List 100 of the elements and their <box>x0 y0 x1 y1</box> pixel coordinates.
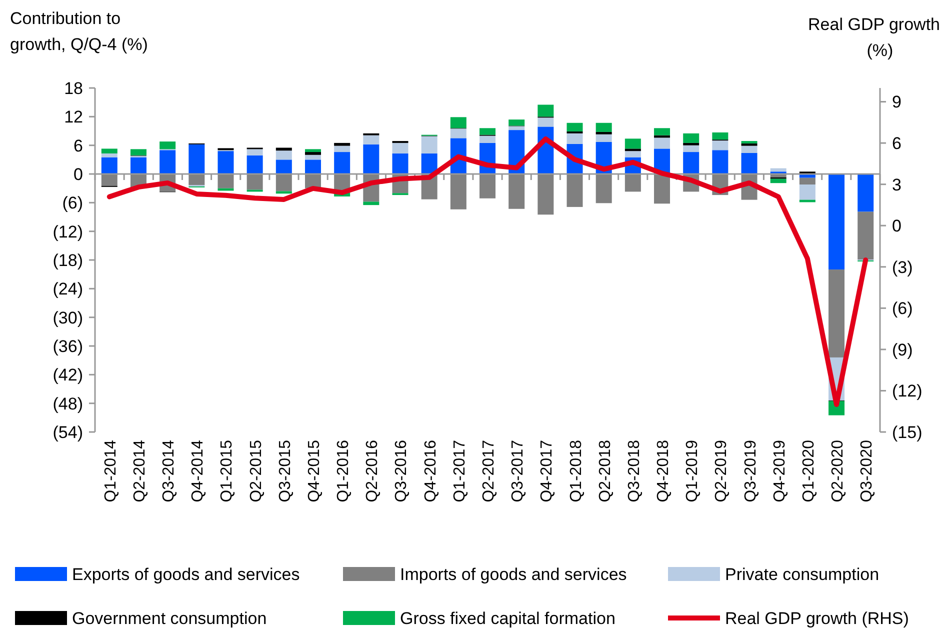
bar <box>101 148 118 154</box>
bar <box>741 152 758 174</box>
x-tick-label: Q4-2017 <box>538 440 556 502</box>
bar <box>246 155 263 174</box>
x-tick-label: Q2-2015 <box>248 440 265 502</box>
x-tick-label: Q3-2017 <box>510 440 527 502</box>
bar <box>566 122 583 132</box>
bar <box>596 174 612 204</box>
x-tick-label: Q1-2014 <box>102 440 120 502</box>
bar <box>741 146 758 153</box>
bar <box>101 157 118 174</box>
legend-label: Exports of goods and services <box>72 564 300 584</box>
y-tick-label: (30) <box>52 308 83 328</box>
x-tick-label: Q1-2017 <box>451 440 468 502</box>
bar <box>538 118 554 127</box>
bar <box>246 174 263 190</box>
bar <box>770 168 786 172</box>
bar <box>654 138 670 149</box>
bar <box>596 132 612 134</box>
y2-tick-label: (15) <box>892 422 922 442</box>
y-tick-label: 18 <box>64 78 83 98</box>
y2-tick-label: (12) <box>892 382 922 401</box>
bar <box>712 150 728 174</box>
bar <box>160 142 176 150</box>
x-tick-label: Q4-2018 <box>655 440 672 502</box>
bar <box>566 174 583 207</box>
y-tick-label: (42) <box>52 366 83 385</box>
y2-tick-label: (6) <box>892 299 913 318</box>
bar <box>508 174 525 209</box>
y-tick-label: (36) <box>52 336 83 356</box>
bar <box>508 126 525 130</box>
bar <box>304 154 321 160</box>
bar <box>392 142 408 154</box>
x-tick-label: Q4-2019 <box>771 440 788 502</box>
bar <box>276 174 292 192</box>
bar <box>712 140 728 150</box>
bar <box>392 153 408 174</box>
bar <box>624 138 641 149</box>
bar <box>334 146 350 152</box>
x-tick-label: Q2-2019 <box>713 440 730 502</box>
y2-tick-label: 9 <box>892 92 902 112</box>
bar <box>624 148 641 152</box>
x-tick-label: Q2-2018 <box>596 440 614 502</box>
x-tick-label: Q2-2020 <box>830 440 847 502</box>
x-tick-label: Q4-2016 <box>422 440 440 502</box>
y2-tick-label: (9) <box>892 340 913 360</box>
bar <box>828 174 845 270</box>
x-tick-label: Q3-2019 <box>742 440 760 502</box>
bar <box>450 174 466 210</box>
bar <box>596 134 612 142</box>
x-tick-label: Q3-2018 <box>626 440 643 502</box>
bar <box>421 136 438 154</box>
x-tick-label: Q1-2019 <box>684 440 702 502</box>
bar <box>566 133 583 144</box>
y-tick-label: (24) <box>52 280 83 299</box>
legend-label: Government consumption <box>72 608 267 628</box>
y-tick-label: (48) <box>52 394 83 414</box>
bar <box>276 148 292 151</box>
bar <box>363 144 380 174</box>
bar <box>246 149 263 156</box>
bar <box>858 174 874 212</box>
x-tick-label: Q2-2017 <box>480 440 498 502</box>
bar <box>276 160 292 174</box>
y-tick-label: 0 <box>74 164 83 184</box>
bar <box>421 153 438 174</box>
y-tick-label: (18) <box>52 250 83 270</box>
bar <box>450 128 466 138</box>
bar <box>188 144 205 174</box>
bar <box>480 128 496 135</box>
x-tick-label: Q3-2020 <box>858 440 876 502</box>
bar <box>276 191 292 194</box>
y2-axis-title: Real GDP growth (%) <box>808 15 940 60</box>
y-tick-label: 6 <box>74 136 83 156</box>
x-tick-label: Q2-2016 <box>364 440 382 502</box>
bar <box>654 174 670 204</box>
bar <box>218 174 234 188</box>
x-tick-label: Q1-2015 <box>218 440 236 502</box>
y2-tick-label: 3 <box>892 175 902 194</box>
bar <box>741 143 758 146</box>
bar <box>304 160 321 174</box>
bar <box>101 174 118 186</box>
bar <box>304 152 321 155</box>
x-tick-label: Q3-2014 <box>160 440 178 502</box>
x-tick-label: Q4-2015 <box>306 440 323 502</box>
bar <box>799 178 816 185</box>
bar <box>363 202 380 206</box>
bar <box>538 174 554 215</box>
y-axis-title: Contribution to growth, Q/Q-4 (%) <box>10 9 148 54</box>
bar <box>130 157 146 174</box>
y2-tick-label: (3) <box>892 258 913 277</box>
bar <box>683 142 700 146</box>
bar <box>596 122 612 132</box>
bar <box>304 149 321 152</box>
y2-tick-label: 6 <box>892 134 902 153</box>
bar <box>712 132 728 140</box>
bar <box>480 174 496 198</box>
x-tick-label: Q1-2016 <box>335 440 352 502</box>
bar <box>683 152 700 174</box>
bar <box>683 133 700 143</box>
bar <box>799 184 816 200</box>
